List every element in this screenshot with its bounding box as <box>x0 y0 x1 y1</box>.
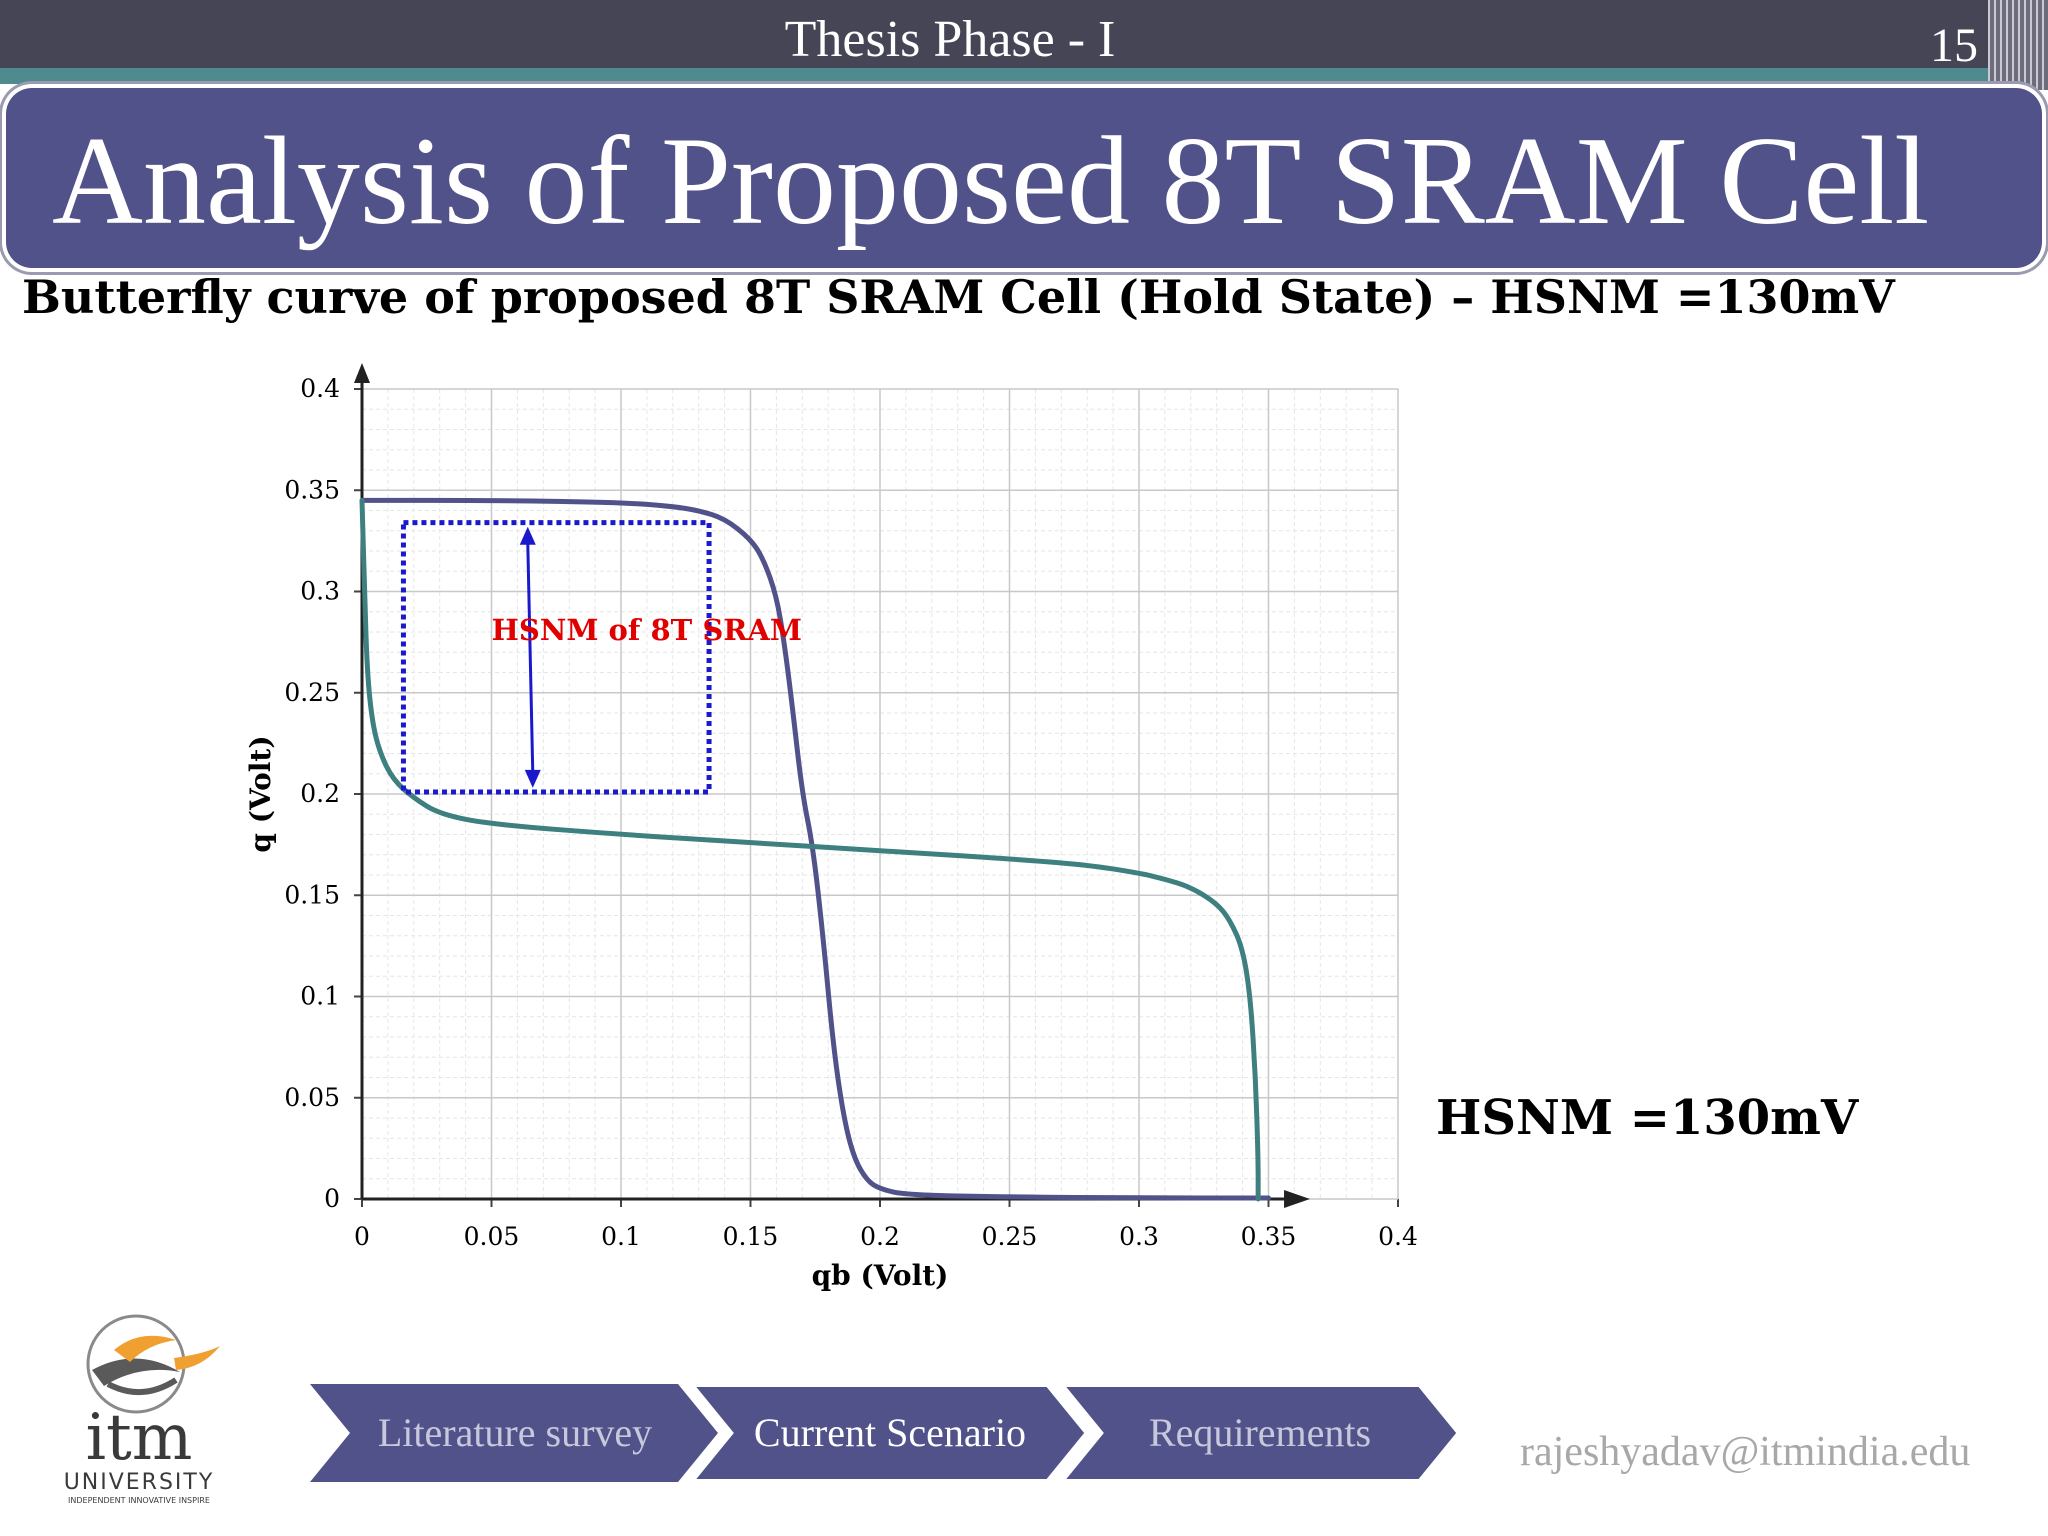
x-tick-label: 0.15 <box>723 1222 779 1251</box>
y-axis-arrow-icon <box>354 363 370 383</box>
header-accent-bar <box>0 68 2048 84</box>
header-decoration <box>1988 0 2048 90</box>
logo-tagline: INDEPENDENT INNOVATIVE INSPIRE <box>68 1496 210 1505</box>
x-tick-label: 0.2 <box>860 1222 900 1251</box>
nav-chevron-literature[interactable] <box>310 1384 718 1482</box>
x-tick-label: 0 <box>354 1222 370 1251</box>
hsnm-arrow-down-icon <box>524 769 541 788</box>
y-tick-label: 0.2 <box>300 779 340 808</box>
y-tick-label: 0.25 <box>284 678 340 707</box>
y-tick-label: 0.3 <box>300 577 340 606</box>
x-tick-label: 0.05 <box>464 1222 520 1251</box>
logo-name: itm <box>85 1401 193 1475</box>
nav-chevrons <box>310 1384 1464 1482</box>
section-nav: Literature survey Current Scenario Requi… <box>310 1384 1470 1482</box>
university-logo: itm UNIVERSITY INDEPENDENT INNOVATIVE IN… <box>44 1306 234 1506</box>
hsnm-value-label: HSNM =130mV <box>1436 1090 1859 1146</box>
logo-emblem-icon <box>86 1314 220 1414</box>
header-bar <box>0 0 2048 68</box>
nav-literature-survey[interactable]: Literature survey <box>377 1410 653 1455</box>
series-line-2 <box>359 497 1261 1202</box>
x-tick-label: 0.1 <box>601 1222 641 1251</box>
x-tick-label: 0.3 <box>1119 1222 1159 1251</box>
x-tick-label: 0.25 <box>982 1222 1038 1251</box>
hsnm-arrow-up-icon <box>519 526 536 545</box>
y-axis-label: q (Volt) <box>244 735 277 852</box>
nav-chevron-current[interactable] <box>686 1384 1092 1482</box>
y-tick-label: 0 <box>324 1184 340 1213</box>
slide-title: Analysis of Proposed 8T SRAM Cell <box>52 112 1930 251</box>
y-tick-label: 0.1 <box>300 982 340 1011</box>
series-line-1 <box>362 497 1271 1201</box>
y-tick-label: 0.05 <box>284 1083 340 1112</box>
slide-subtitle: Butterfly curve of proposed 8T SRAM Cell… <box>22 270 1895 324</box>
x-tick-label: 0.4 <box>1378 1222 1418 1251</box>
y-tick-label: 0.35 <box>284 475 340 504</box>
y-tick-label: 0.15 <box>284 880 340 909</box>
contact-email[interactable]: rajeshyadav@itmindia.edu <box>1520 1429 1971 1475</box>
hsnm-arrow <box>526 542 535 772</box>
title-banner <box>6 88 2042 268</box>
y-tick-label: 0.4 <box>300 374 340 403</box>
hsnm-annotation-label: HSNM of 8T SRAM <box>492 613 802 647</box>
x-tick-label: 0.35 <box>1241 1222 1297 1251</box>
nav-current-scenario[interactable]: Current Scenario <box>753 1410 1027 1455</box>
logo-sub: UNIVERSITY <box>63 1470 215 1495</box>
slide-number: 15 <box>1930 19 1978 72</box>
x-axis-arrow-icon <box>1284 1190 1310 1208</box>
nav-requirements[interactable]: Requirements <box>1148 1410 1372 1455</box>
deck-title: Thesis Phase - I <box>784 11 1116 68</box>
x-axis-label: qb (Volt) <box>812 1259 949 1292</box>
nav-chevron-requirements[interactable] <box>1056 1384 1464 1482</box>
